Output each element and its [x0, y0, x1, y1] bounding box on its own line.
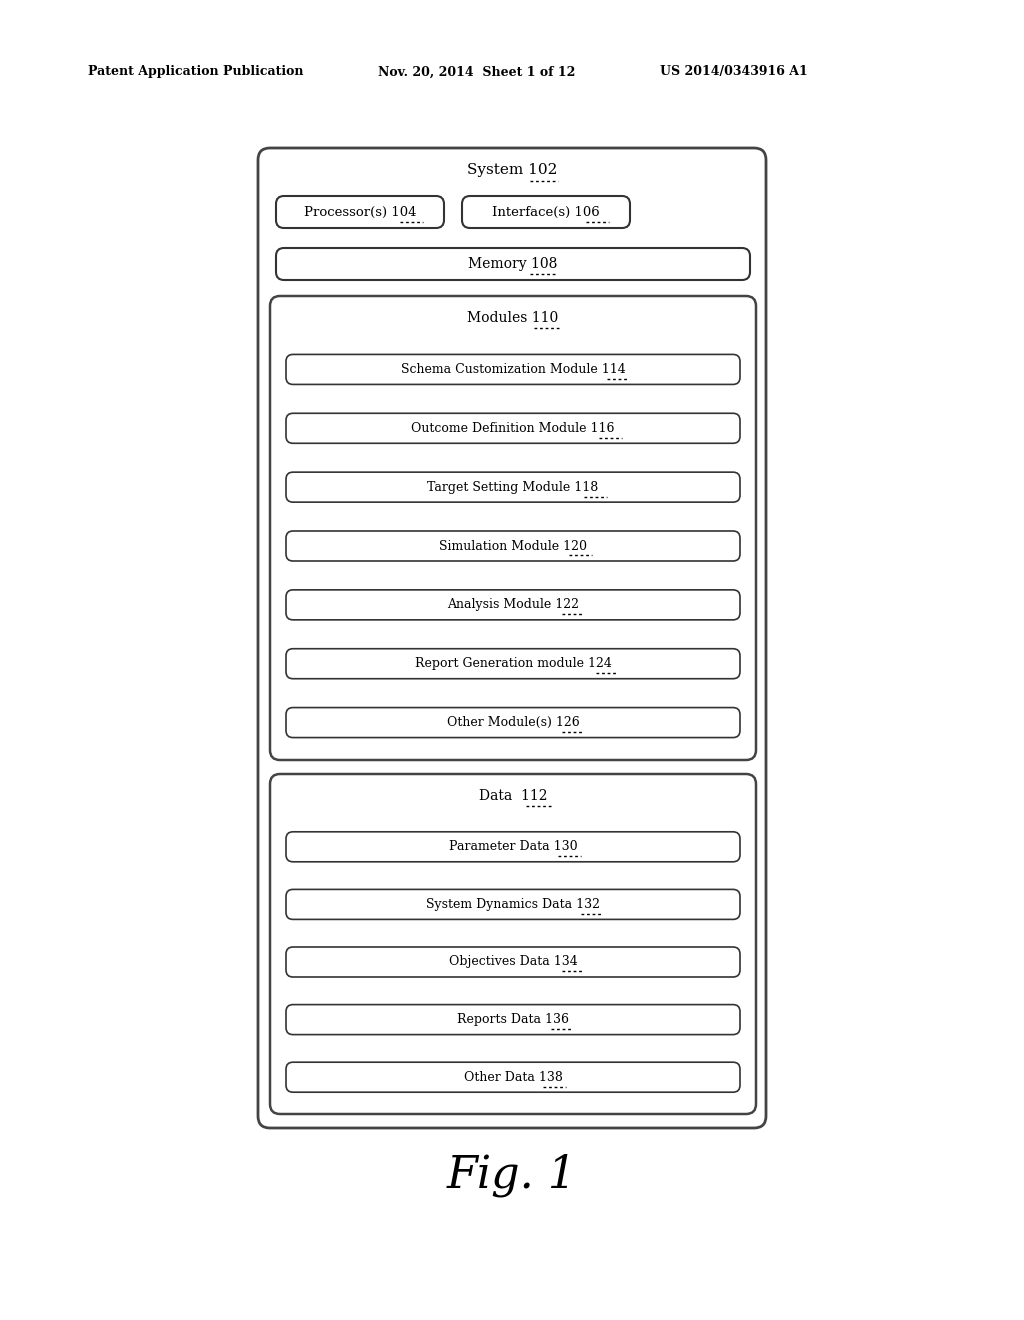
Text: Nov. 20, 2014  Sheet 1 of 12: Nov. 20, 2014 Sheet 1 of 12	[378, 66, 575, 78]
Text: Interface(s) 106: Interface(s) 106	[493, 206, 600, 219]
FancyBboxPatch shape	[270, 296, 756, 760]
FancyBboxPatch shape	[286, 890, 740, 920]
Text: Other Data 138: Other Data 138	[464, 1071, 562, 1084]
Text: System Dynamics Data 132: System Dynamics Data 132	[426, 898, 600, 911]
Text: Parameter Data 130: Parameter Data 130	[449, 841, 578, 853]
FancyBboxPatch shape	[276, 195, 444, 228]
FancyBboxPatch shape	[286, 355, 740, 384]
FancyBboxPatch shape	[270, 774, 756, 1114]
Text: Objectives Data 134: Objectives Data 134	[449, 956, 578, 969]
Text: Patent Application Publication: Patent Application Publication	[88, 66, 303, 78]
Text: Analysis Module 122: Analysis Module 122	[447, 598, 579, 611]
Text: Other Module(s) 126: Other Module(s) 126	[446, 715, 580, 729]
FancyBboxPatch shape	[286, 648, 740, 678]
FancyBboxPatch shape	[286, 832, 740, 862]
Text: Reports Data 136: Reports Data 136	[457, 1014, 569, 1026]
FancyBboxPatch shape	[286, 1005, 740, 1035]
FancyBboxPatch shape	[286, 946, 740, 977]
Text: Simulation Module 120: Simulation Module 120	[439, 540, 587, 553]
Text: US 2014/0343916 A1: US 2014/0343916 A1	[660, 66, 808, 78]
Text: Memory 108: Memory 108	[468, 257, 558, 271]
Text: Schema Customization Module 114: Schema Customization Module 114	[400, 363, 626, 376]
FancyBboxPatch shape	[276, 248, 750, 280]
Text: Target Setting Module 118: Target Setting Module 118	[427, 480, 599, 494]
FancyBboxPatch shape	[462, 195, 630, 228]
FancyBboxPatch shape	[286, 590, 740, 620]
FancyBboxPatch shape	[286, 708, 740, 738]
Text: Outcome Definition Module 116: Outcome Definition Module 116	[412, 422, 614, 434]
Text: Fig. 1: Fig. 1	[446, 1154, 578, 1197]
Text: System 102: System 102	[467, 162, 557, 177]
Text: Data  112: Data 112	[479, 789, 547, 803]
Text: Processor(s) 104: Processor(s) 104	[304, 206, 416, 219]
FancyBboxPatch shape	[258, 148, 766, 1129]
FancyBboxPatch shape	[286, 531, 740, 561]
FancyBboxPatch shape	[286, 1063, 740, 1092]
FancyBboxPatch shape	[286, 473, 740, 502]
Text: Modules 110: Modules 110	[467, 312, 559, 325]
FancyBboxPatch shape	[286, 413, 740, 444]
Text: Report Generation module 124: Report Generation module 124	[415, 657, 611, 671]
